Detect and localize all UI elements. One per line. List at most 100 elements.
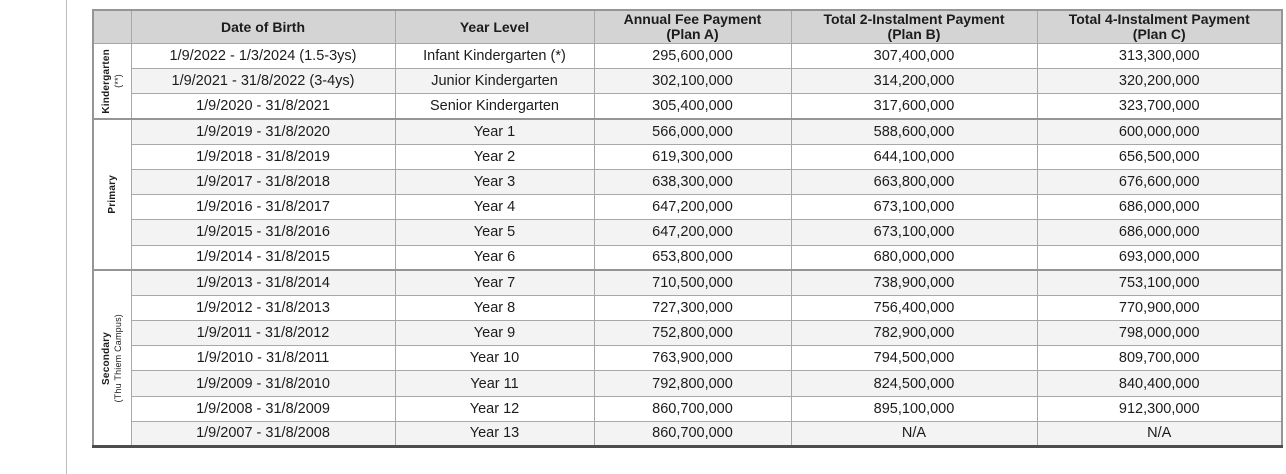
cell-year-level: Year 1 — [394, 118, 595, 145]
cell-year-level: Year 6 — [394, 244, 595, 271]
group-column-header — [92, 9, 132, 44]
cell-plan-a: 566,000,000 — [593, 118, 792, 145]
table-row: 1/9/2021 - 31/8/2022 (3-4ys) Junior Kinde… — [93, 68, 1283, 95]
cell-plan-b: 314,200,000 — [790, 68, 1038, 95]
cell-year-level: Infant Kindergarten (*) — [394, 42, 595, 70]
cell-date-of-birth: 1/9/2009 - 31/8/2010 — [130, 370, 396, 397]
cell-plan-c: 313,300,000 — [1036, 42, 1283, 70]
cell-plan-a: 710,500,000 — [593, 269, 792, 296]
cell-date-of-birth: 1/9/2019 - 31/8/2020 — [130, 118, 396, 145]
group-label-text: Primary — [106, 175, 118, 214]
cell-plan-b: 317,600,000 — [790, 93, 1038, 120]
cell-plan-c: 840,400,000 — [1036, 370, 1283, 397]
cell-plan-b: 644,100,000 — [790, 143, 1038, 170]
table-row: 1/9/2012 - 31/8/2013 Year 8 727,300,000 756… — [93, 294, 1283, 322]
cell-plan-a: 295,600,000 — [593, 42, 792, 70]
cell-year-level: Year 2 — [394, 143, 595, 170]
header-row: Date of Birth Year Level Annual Fee Paym… — [92, 9, 1283, 44]
cell-plan-a: 792,800,000 — [593, 370, 792, 397]
cell-plan-a: 860,700,000 — [593, 420, 792, 448]
cell-plan-a: 763,900,000 — [593, 345, 792, 372]
column-header-label: Total 2-Instalment Payment — [823, 11, 1005, 27]
cell-year-level: Year 8 — [394, 294, 595, 322]
table-row: 1/9/2016 - 31/8/2017 Year 4 647,200,000 673… — [93, 194, 1283, 221]
cell-date-of-birth: 1/9/2014 - 31/8/2015 — [130, 244, 396, 271]
cell-date-of-birth: 1/9/2022 - 1/3/2024 (1.5-3ys) — [130, 42, 396, 70]
cell-plan-b: 794,500,000 — [790, 345, 1038, 372]
column-header-sublabel: (Plan C) — [1132, 26, 1186, 42]
cell-year-level: Senior Kindergarten — [394, 93, 595, 120]
table-row: Primary 1/9/2019 - 31/8/2020 Year 1 566,000… — [92, 118, 1283, 271]
column-header-sublabel: (Plan B) — [887, 26, 941, 42]
cell-year-level: Year 3 — [394, 168, 595, 196]
cell-plan-b: 680,000,000 — [790, 244, 1038, 271]
cell-plan-c: 323,700,000 — [1036, 93, 1283, 120]
cell-plan-b: 824,500,000 — [790, 370, 1038, 397]
table-row: Secondary (Thu Thiem Campus) 1/9/2013 - 31… — [92, 269, 1283, 448]
cell-plan-a: 619,300,000 — [593, 143, 792, 170]
table-row: 1/9/2011 - 31/8/2012 Year 9 752,800,000 782… — [93, 320, 1283, 347]
column-header-plan-a: Annual Fee Payment (Plan A) — [593, 9, 792, 44]
table-row: 1/9/2018 - 31/8/2019 Year 2 619,300,000 644… — [93, 143, 1283, 170]
cell-plan-a: 752,800,000 — [593, 320, 792, 347]
fee-table-body: Kindergarten (**) 1/9/2022 - 1/3/2024 (1.5… — [92, 42, 1283, 448]
cell-plan-c: 686,000,000 — [1036, 219, 1283, 246]
cell-year-level: Junior Kindergarten — [394, 68, 595, 95]
cell-plan-a: 638,300,000 — [593, 168, 792, 196]
fee-schedule-table: Date of Birth Year Level Annual Fee Paym… — [92, 9, 1283, 448]
cell-year-level: Year 9 — [394, 320, 595, 347]
cell-plan-c: 686,000,000 — [1036, 194, 1283, 221]
cell-date-of-birth: 1/9/2016 - 31/8/2017 — [130, 194, 396, 221]
column-header-plan-b: Total 2-Instalment Payment (Plan B) — [790, 9, 1038, 44]
cell-year-level: Year 11 — [394, 370, 595, 397]
cell-date-of-birth: 1/9/2021 - 31/8/2022 (3-4ys) — [130, 68, 396, 95]
column-header-label: Annual Fee Payment — [623, 11, 762, 27]
cell-year-level: Year 13 — [394, 420, 595, 448]
table-row: 1/9/2015 - 31/8/2016 Year 5 647,200,000 673… — [93, 219, 1283, 246]
cell-plan-b: 895,100,000 — [790, 395, 1038, 422]
cell-date-of-birth: 1/9/2020 - 31/8/2021 — [130, 93, 396, 120]
cell-plan-a: 653,800,000 — [593, 244, 792, 271]
column-header-plan-c: Total 4-Instalment Payment (Plan C) — [1036, 9, 1283, 44]
cell-plan-b: 673,100,000 — [790, 219, 1038, 246]
table-row: 1/9/2017 - 31/8/2018 Year 3 638,300,000 663… — [93, 168, 1283, 196]
cell-date-of-birth: 1/9/2018 - 31/8/2019 — [130, 143, 396, 170]
cell-plan-b: 588,600,000 — [790, 118, 1038, 145]
column-header-label: Date of Birth — [221, 18, 305, 35]
group-sublabel-text: (Thu Thiem Campus) — [112, 313, 123, 403]
cell-plan-b: 663,800,000 — [790, 168, 1038, 196]
column-header-label: Year Level — [459, 18, 530, 35]
cell-year-level: Year 7 — [394, 269, 595, 296]
cell-plan-b: 738,900,000 — [790, 269, 1038, 296]
cell-plan-c: 770,900,000 — [1036, 294, 1283, 322]
column-header-date-of-birth: Date of Birth — [130, 9, 396, 44]
table-row: Kindergarten (**) 1/9/2022 - 1/3/2024 (1.5… — [92, 42, 1283, 120]
column-header-year-level: Year Level — [394, 9, 595, 44]
cell-plan-a: 647,200,000 — [593, 194, 792, 221]
cell-date-of-birth: 1/9/2007 - 31/8/2008 — [130, 420, 396, 448]
table-row: 1/9/2007 - 31/8/2008 Year 13 860,700,000 N/… — [93, 420, 1283, 448]
cell-date-of-birth: 1/9/2012 - 31/8/2013 — [130, 294, 396, 322]
table-row: 1/9/2010 - 31/8/2011 Year 10 763,900,000 79… — [93, 345, 1283, 372]
group-label-kindergarten: Kindergarten (**) — [92, 43, 132, 120]
column-header-sublabel: (Plan A) — [666, 26, 719, 42]
cell-date-of-birth: 1/9/2013 - 31/8/2014 — [130, 269, 396, 296]
cell-date-of-birth: 1/9/2008 - 31/8/2009 — [130, 395, 396, 422]
cell-plan-c: 798,000,000 — [1036, 320, 1283, 347]
cell-plan-c: 693,000,000 — [1036, 244, 1283, 271]
cell-plan-c: N/A — [1036, 420, 1283, 448]
table-row: 1/9/2009 - 31/8/2010 Year 11 792,800,000 82… — [93, 370, 1283, 397]
group-label-text: Kindergarten — [100, 48, 112, 114]
cell-plan-c: 912,300,000 — [1036, 395, 1283, 422]
cell-date-of-birth: 1/9/2011 - 31/8/2012 — [130, 320, 396, 347]
cell-year-level: Year 10 — [394, 345, 595, 372]
cell-year-level: Year 12 — [394, 395, 595, 422]
table-row: 1/9/2014 - 31/8/2015 Year 6 653,800,000 680… — [93, 244, 1283, 271]
cell-plan-c: 320,200,000 — [1036, 68, 1283, 95]
cell-year-level: Year 4 — [394, 194, 595, 221]
page-edge-line — [66, 0, 67, 474]
cell-plan-a: 305,400,000 — [593, 93, 792, 120]
cell-plan-c: 809,700,000 — [1036, 345, 1283, 372]
cell-plan-b: 756,400,000 — [790, 294, 1038, 322]
group-label-text: Secondary — [100, 331, 112, 385]
